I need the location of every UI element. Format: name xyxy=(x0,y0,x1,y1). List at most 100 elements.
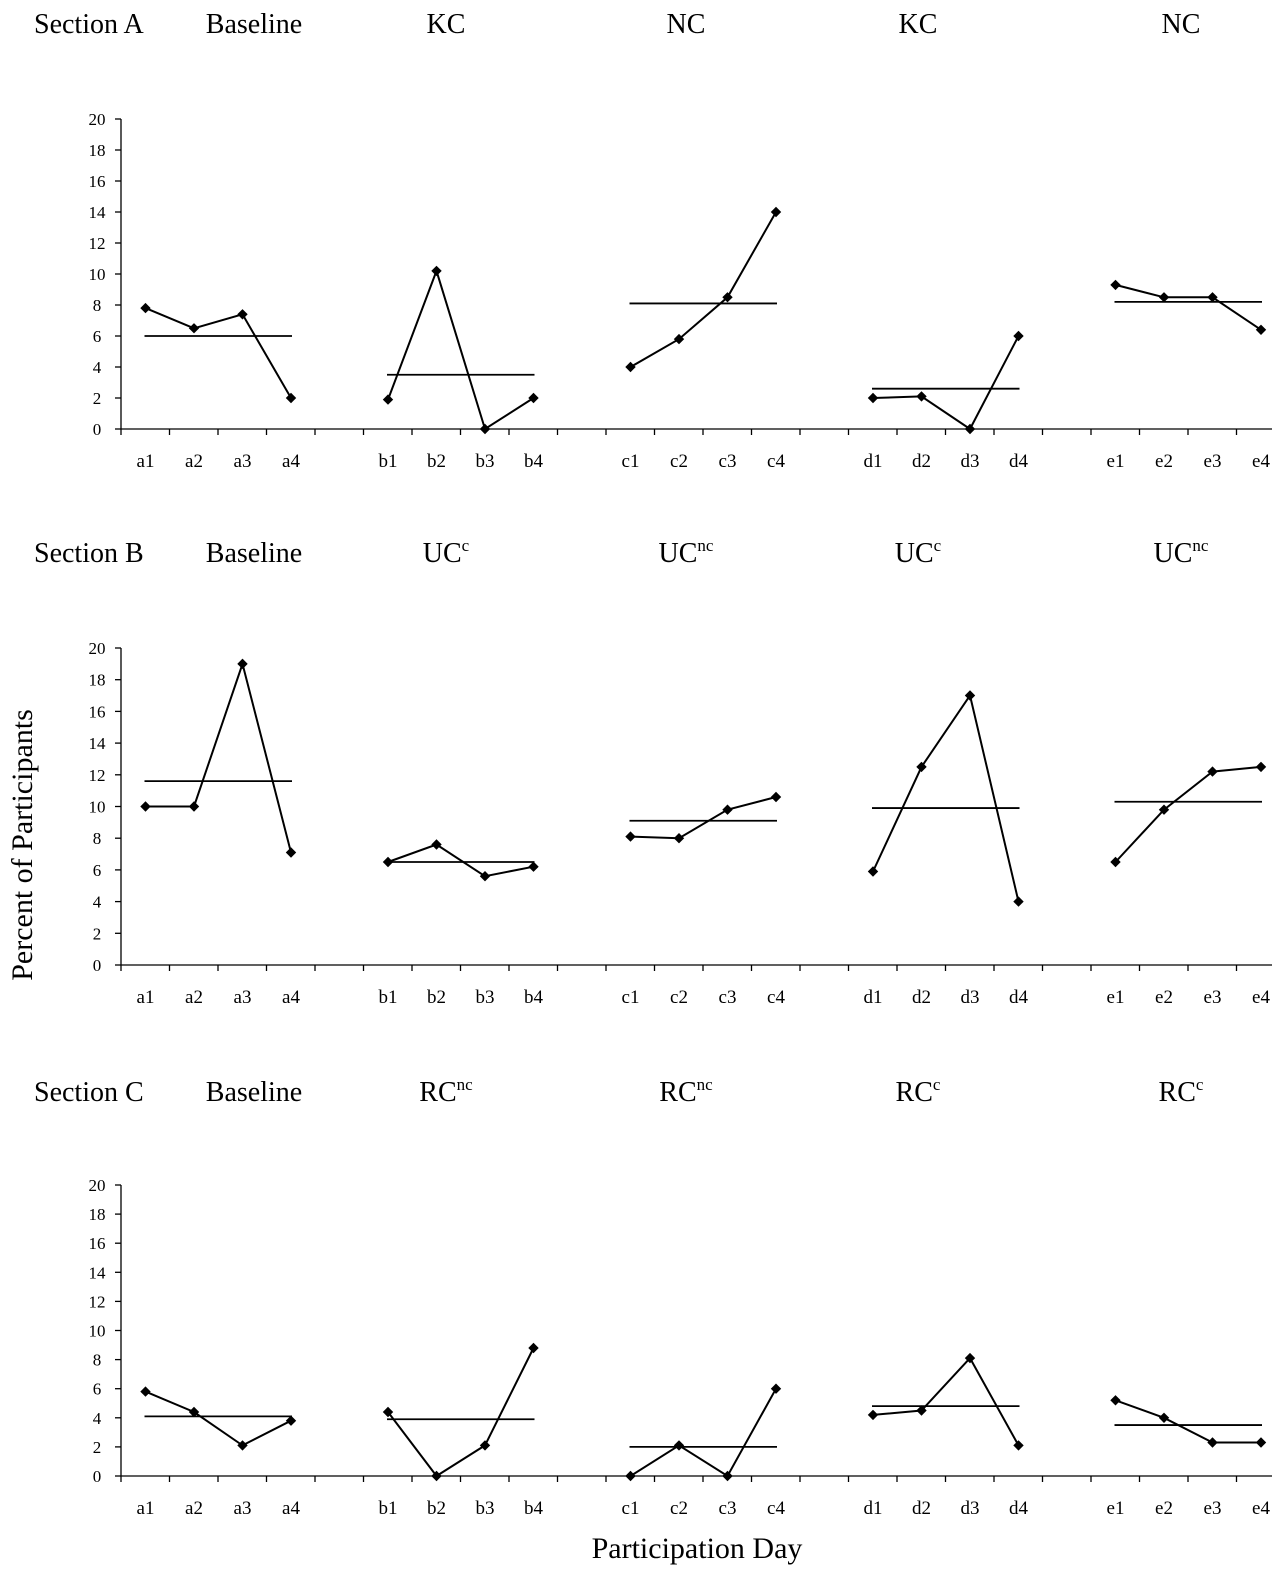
data-point xyxy=(188,1406,200,1418)
y-tick-label: 16 xyxy=(89,172,106,191)
data-point xyxy=(528,1342,539,1354)
y-tick-label: 14 xyxy=(89,203,107,222)
x-tick-label: c2 xyxy=(670,451,688,472)
x-tick-label: e2 xyxy=(1155,987,1173,1008)
y-tick-label: 14 xyxy=(89,734,107,753)
data-point xyxy=(140,302,151,314)
y-axis-title: Percent of Participants xyxy=(6,709,39,981)
data-point xyxy=(1110,856,1121,868)
series-line xyxy=(145,1390,292,1447)
phase-label: Baseline xyxy=(206,538,302,569)
series-line xyxy=(145,307,292,399)
x-tick-label: d1 xyxy=(864,451,883,472)
phase-label: Baseline xyxy=(206,9,302,40)
y-tick-label: 20 xyxy=(89,110,106,129)
x-tick-label: b2 xyxy=(427,1498,446,1519)
x-tick-label: d3 xyxy=(961,987,980,1008)
x-tick-label: c2 xyxy=(670,987,688,1008)
data-point xyxy=(1255,761,1267,773)
data-point xyxy=(625,831,636,842)
data-point xyxy=(528,861,539,872)
y-tick-label: 0 xyxy=(93,420,102,439)
x-tick-label: c4 xyxy=(767,451,785,472)
data-point xyxy=(867,866,879,877)
x-tick-label: d2 xyxy=(912,451,931,472)
series-line xyxy=(1115,283,1262,331)
data-point xyxy=(1013,896,1024,907)
x-tick-label: a4 xyxy=(282,1498,300,1519)
data-point xyxy=(916,391,927,402)
y-tick-label: 8 xyxy=(93,829,102,848)
data-point xyxy=(479,871,491,882)
data-point xyxy=(285,392,297,404)
chart-panel-1: Section A Baseline KC NC KC NC 0 2 4 6 8 10 12 14 16 18… xyxy=(34,9,1272,472)
x-tick-label: b3 xyxy=(476,451,495,472)
x-axis-title: Participation Day xyxy=(592,1532,803,1565)
x-tick-label: a1 xyxy=(137,451,155,472)
x-tick-label: e2 xyxy=(1155,1498,1173,1519)
x-tick-label: a1 xyxy=(137,1498,155,1519)
data-point xyxy=(1207,1437,1218,1448)
x-tick-label: b2 xyxy=(427,451,446,472)
x-tick-label: d4 xyxy=(1009,451,1029,472)
y-tick-label: 6 xyxy=(93,861,102,880)
data-point xyxy=(964,690,976,701)
data-point xyxy=(625,361,636,373)
y-tick-label: 10 xyxy=(89,265,106,284)
series-line xyxy=(629,1388,777,1478)
y-tick-label: 4 xyxy=(93,358,102,377)
section-label: Section A xyxy=(34,9,144,40)
x-tick-label: c1 xyxy=(622,987,640,1008)
x-tick-label: b4 xyxy=(524,451,544,472)
data-point xyxy=(140,1386,151,1397)
y-tick-label: 2 xyxy=(93,924,102,943)
x-tick-label: e2 xyxy=(1155,451,1173,472)
data-point xyxy=(1255,1437,1267,1448)
phase-label: RCnc xyxy=(419,1075,473,1108)
section-label: Section C xyxy=(34,1077,144,1108)
data-point xyxy=(673,333,685,345)
phase-label: UCnc xyxy=(659,536,714,569)
y-tick-label: 4 xyxy=(93,893,102,912)
section-label: Section B xyxy=(34,538,144,569)
y-tick-label: 12 xyxy=(89,766,106,785)
data-point xyxy=(479,1440,491,1451)
data-point xyxy=(722,1470,733,1482)
data-point xyxy=(1013,1440,1024,1451)
x-tick-label: b1 xyxy=(379,451,398,472)
series-line xyxy=(387,1347,535,1478)
x-tick-label: a3 xyxy=(234,987,252,1008)
y-tick-label: 18 xyxy=(89,671,106,690)
x-tick-label: e4 xyxy=(1252,987,1270,1008)
x-tick-label: b3 xyxy=(476,987,495,1008)
x-tick-label: a3 xyxy=(234,451,252,472)
data-point xyxy=(285,1415,297,1426)
data-point xyxy=(188,801,200,812)
data-point xyxy=(722,292,733,303)
x-tick-label: a4 xyxy=(282,987,300,1008)
phase-label: KC xyxy=(899,9,938,40)
series-line xyxy=(630,211,777,368)
data-point xyxy=(479,423,491,435)
x-tick-label: e3 xyxy=(1204,987,1222,1008)
x-tick-label: a4 xyxy=(282,451,300,472)
x-tick-label: a2 xyxy=(185,1498,203,1519)
y-tick-label: 2 xyxy=(93,1438,102,1457)
y-tick-label: 16 xyxy=(89,702,106,721)
x-tick-label: c1 xyxy=(622,1498,640,1519)
x-tick-label: b1 xyxy=(379,987,398,1008)
data-point xyxy=(1255,324,1267,335)
y-tick-label: 20 xyxy=(89,1176,106,1195)
y-tick-label: 4 xyxy=(93,1409,102,1428)
series-line xyxy=(1114,765,1262,863)
phase-label: NC xyxy=(1162,9,1201,40)
x-tick-label: d3 xyxy=(961,1498,980,1519)
x-tick-label: d2 xyxy=(912,987,931,1008)
phase-label: UCnc xyxy=(1154,536,1209,569)
phase-label: RCc xyxy=(896,1075,941,1108)
data-point xyxy=(625,1470,636,1482)
x-tick-label: e3 xyxy=(1204,1498,1222,1519)
x-tick-label: a2 xyxy=(185,451,203,472)
y-tick-label: 12 xyxy=(89,234,106,253)
data-point xyxy=(382,1406,394,1418)
